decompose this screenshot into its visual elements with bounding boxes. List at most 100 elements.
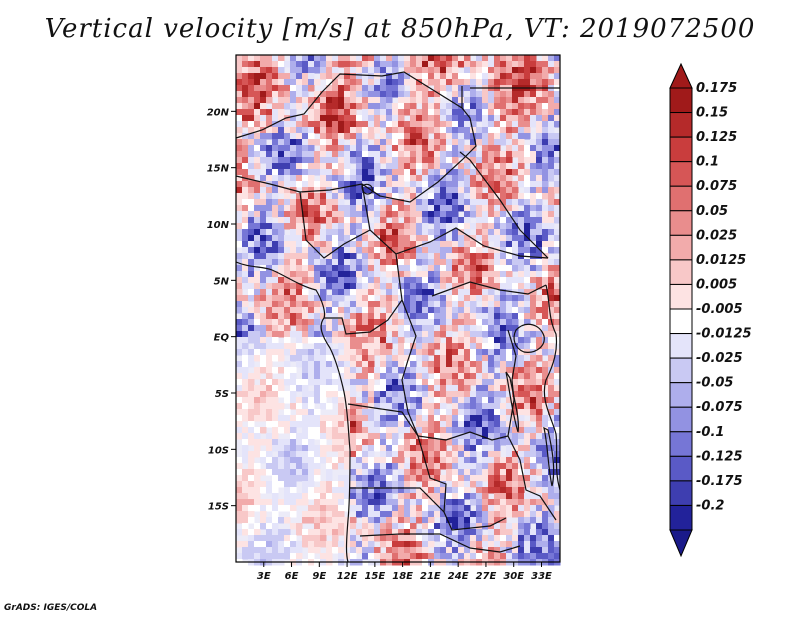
field-cell <box>326 169 333 176</box>
field-cell <box>542 289 549 296</box>
field-cell <box>524 541 531 548</box>
field-cell <box>278 277 285 284</box>
field-cell <box>542 517 549 524</box>
field-cell <box>428 421 435 428</box>
field-cell <box>482 475 489 482</box>
field-cell <box>458 343 465 350</box>
field-cell <box>440 493 447 500</box>
field-cell <box>272 553 279 560</box>
field-cell <box>434 301 441 308</box>
field-cell <box>524 511 531 518</box>
field-cell <box>374 151 381 158</box>
field-cell <box>296 439 303 446</box>
field-cell <box>320 535 327 542</box>
field-cell <box>536 403 543 410</box>
field-cell <box>488 469 495 476</box>
field-cell <box>350 193 357 200</box>
field-cell <box>356 157 363 164</box>
field-cell <box>530 103 537 110</box>
field-cell <box>452 499 459 506</box>
field-cell <box>410 121 417 128</box>
field-cell <box>308 331 315 338</box>
field-cell <box>290 373 297 380</box>
field-cell <box>458 277 465 284</box>
field-cell <box>446 241 453 248</box>
field-cell <box>260 427 267 434</box>
field-cell <box>494 331 501 338</box>
field-cell <box>368 91 375 98</box>
field-cell <box>332 193 339 200</box>
field-cell <box>494 211 501 218</box>
field-cell <box>488 391 495 398</box>
field-cell <box>308 265 315 272</box>
field-cell <box>254 367 261 374</box>
field-cell <box>344 337 351 344</box>
field-cell <box>434 253 441 260</box>
field-cell <box>512 439 519 446</box>
field-cell <box>296 133 303 140</box>
field-cell <box>536 415 543 422</box>
field-cell <box>416 133 423 140</box>
field-cell <box>314 199 321 206</box>
field-cell <box>422 253 429 260</box>
field-cell <box>296 145 303 152</box>
field-cell <box>236 103 243 110</box>
field-cell <box>422 373 429 380</box>
field-cell <box>434 271 441 278</box>
field-cell <box>548 145 555 152</box>
field-cell <box>542 343 549 350</box>
field-cell <box>344 463 351 470</box>
field-cell <box>506 235 513 242</box>
field-cell <box>512 91 519 98</box>
field-cell <box>512 493 519 500</box>
field-cell <box>314 253 321 260</box>
field-cell <box>536 487 543 494</box>
field-cell <box>548 475 555 482</box>
field-cell <box>386 97 393 104</box>
field-cell <box>254 313 261 320</box>
field-cell <box>506 283 513 290</box>
field-cell <box>422 61 429 68</box>
field-cell <box>440 361 447 368</box>
field-cell <box>434 493 441 500</box>
field-cell <box>326 103 333 110</box>
field-cell <box>476 391 483 398</box>
field-cell <box>308 463 315 470</box>
field-cell <box>416 169 423 176</box>
field-cell <box>386 169 393 176</box>
field-cell <box>236 175 243 182</box>
field-cell <box>290 349 297 356</box>
field-cell <box>512 367 519 374</box>
field-cell <box>470 343 477 350</box>
field-cell <box>362 67 369 74</box>
field-cell <box>482 211 489 218</box>
field-cell <box>236 385 243 392</box>
field-cell <box>488 535 495 542</box>
field-cell <box>314 397 321 404</box>
field-cell <box>284 145 291 152</box>
field-cell <box>440 61 447 68</box>
field-cell <box>302 169 309 176</box>
field-cell <box>272 73 279 80</box>
field-cell <box>386 313 393 320</box>
field-cell <box>458 193 465 200</box>
lon-tick-label: 21E <box>420 571 441 582</box>
field-cell <box>248 199 255 206</box>
field-cell <box>350 499 357 506</box>
field-cell <box>368 343 375 350</box>
field-cell <box>542 121 549 128</box>
field-cell <box>392 337 399 344</box>
field-cell <box>242 415 249 422</box>
field-cell <box>476 433 483 440</box>
field-cell <box>386 421 393 428</box>
field-cell <box>530 145 537 152</box>
field-cell <box>548 373 555 380</box>
field-cell <box>452 457 459 464</box>
field-cell <box>452 151 459 158</box>
field-cell <box>236 475 243 482</box>
field-cell <box>362 253 369 260</box>
field-cell <box>236 361 243 368</box>
field-cell <box>488 337 495 344</box>
field-cell <box>542 163 549 170</box>
field-cell <box>314 181 321 188</box>
